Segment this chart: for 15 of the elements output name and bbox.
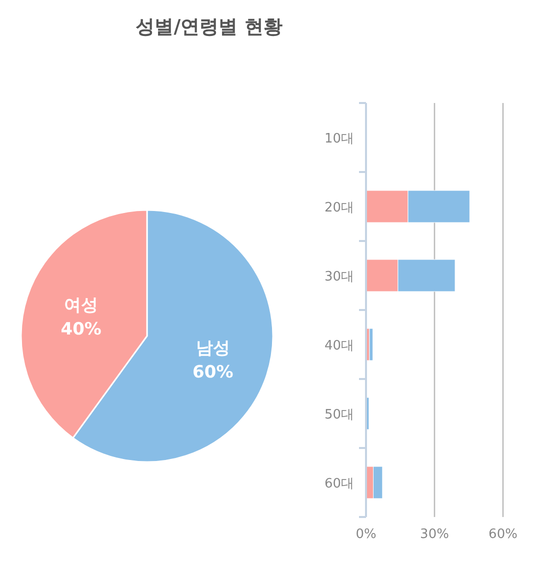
- slice-label: 남성: [196, 338, 230, 358]
- y-tick-label: 20대: [324, 200, 354, 216]
- slice-label: 여성: [64, 296, 98, 316]
- y-tick-label: 60대: [324, 476, 354, 492]
- data-label: 60%: [192, 362, 234, 382]
- y-tick-label: 30대: [324, 270, 354, 284]
- data-label: 40%: [60, 320, 102, 340]
- x-tick-label: 0%: [356, 527, 376, 542]
- bar: [369, 328, 374, 361]
- chart-title: 성별/연령별 현황: [136, 16, 282, 38]
- y-tick-label: 40대: [324, 338, 354, 354]
- y-tick-label: 50대: [324, 408, 354, 422]
- x-tick-label: 60%: [488, 527, 518, 542]
- y-tick-label: 10대: [324, 132, 354, 146]
- x-tick-label: 30%: [420, 527, 449, 542]
